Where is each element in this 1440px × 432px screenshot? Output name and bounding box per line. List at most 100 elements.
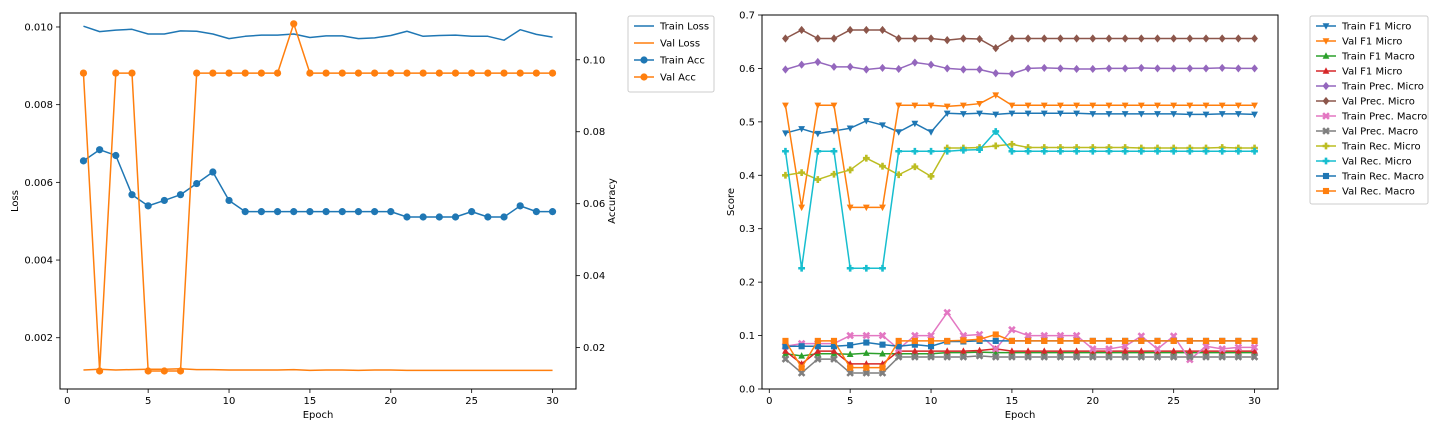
point-val-f1-micro — [1057, 102, 1064, 110]
point-train-acc — [209, 168, 217, 176]
point-val-prec-macro — [1105, 353, 1113, 361]
point-train-rec-macro — [830, 343, 838, 350]
point-val-f1-micro — [1008, 347, 1016, 354]
point-val-prec-micro — [1137, 34, 1145, 43]
point-val-prec-macro — [846, 369, 854, 377]
point-train-rec-micro — [830, 170, 838, 178]
point-val-rec-micro — [1073, 147, 1081, 155]
legend-item: Train Prec. Macro — [1316, 112, 1427, 123]
score-series-group — [781, 25, 1259, 377]
point-train-rec-micro — [992, 142, 1000, 150]
point-val-rec-micro — [976, 146, 983, 154]
y-tick-label: 0.2 — [739, 278, 755, 289]
point-val-prec-micro — [1251, 34, 1258, 43]
point-val-acc — [322, 69, 330, 77]
point-val-prec-macro — [1008, 353, 1016, 361]
legend-label: Val Rec. Macro — [1342, 187, 1415, 198]
score-y-ticks: 0.0 0.1 0.2 0.3 0.4 0.5 0.6 0.7 — [739, 11, 762, 396]
point-train-prec-macro — [1218, 345, 1226, 353]
legend-item: Val Loss — [634, 39, 700, 50]
point-val-acc — [484, 69, 492, 77]
point-val-prec-macro — [943, 353, 952, 361]
point-val-acc — [403, 69, 411, 77]
point-val-f1-micro — [1024, 347, 1032, 354]
point-train-acc — [451, 213, 460, 221]
point-train-rec-micro — [927, 172, 935, 180]
point-val-f1-micro — [1057, 347, 1064, 354]
legend-marker — [1322, 23, 1330, 30]
point-val-prec-macro — [975, 352, 984, 360]
point-train-acc — [532, 208, 540, 216]
point-val-f1-micro — [782, 102, 789, 110]
point-val-prec-micro — [1008, 34, 1016, 43]
point-train-prec-macro — [1040, 331, 1049, 340]
point-train-acc — [371, 208, 379, 216]
point-train-prec-micro — [1073, 64, 1081, 74]
point-val-rec-micro — [895, 147, 903, 155]
legend-label: Val Rec. Micro — [1342, 157, 1412, 168]
point-val-rec-micro — [830, 147, 838, 155]
point-train-rec-micro — [862, 154, 870, 162]
series-val-rec-macro — [782, 331, 1258, 371]
point-train-f1-macro — [798, 352, 806, 359]
series-train-f1-micro — [782, 110, 1258, 138]
point-val-f1-micro — [959, 347, 967, 354]
point-train-f1-micro — [1170, 111, 1178, 118]
point-train-f1-micro — [911, 120, 919, 128]
point-val-prec-micro — [879, 25, 886, 35]
point-train-prec-macro — [846, 331, 854, 340]
point-val-f1-micro — [798, 204, 806, 212]
point-val-f1-micro — [976, 100, 983, 108]
point-val-f1-micro — [911, 102, 919, 110]
point-train-prec-micro — [1154, 64, 1161, 73]
loss-x-axis-label: Epoch — [303, 410, 334, 421]
point-val-f1-micro — [846, 204, 854, 212]
point-val-prec-macro — [1169, 353, 1178, 361]
point-train-prec-macro — [1105, 345, 1113, 353]
point-val-prec-micro — [1121, 34, 1129, 43]
point-val-prec-macro — [1234, 353, 1243, 361]
point-val-f1-micro — [1234, 102, 1242, 110]
point-val-rec-macro — [960, 337, 967, 344]
legend-marker — [1322, 81, 1330, 91]
point-val-f1-micro — [1024, 102, 1032, 110]
point-val-rec-macro — [1154, 337, 1161, 344]
series-val-rec-micro — [782, 128, 1258, 272]
point-train-prec-micro — [1105, 64, 1113, 73]
point-train-prec-macro — [991, 345, 1000, 353]
point-val-rec-macro — [1073, 337, 1080, 344]
legend-marker — [1322, 142, 1330, 150]
legend-label: Train F1 Macro — [1341, 52, 1415, 63]
point-train-f1-micro — [976, 110, 983, 118]
point-val-rec-micro — [1008, 147, 1016, 155]
accuracy-y-axis-label: Accuracy — [607, 178, 618, 224]
point-val-rec-macro — [1008, 337, 1015, 344]
point-val-f1-micro — [959, 102, 967, 110]
point-val-acc — [144, 367, 152, 375]
point-val-rec-micro — [927, 147, 935, 155]
point-val-prec-macro — [797, 369, 806, 377]
point-train-prec-micro — [895, 64, 903, 74]
point-val-prec-micro — [1202, 34, 1210, 43]
point-val-f1-micro — [1105, 102, 1113, 110]
line-train-prec-micro — [785, 61, 1255, 75]
point-val-rec-macro — [976, 336, 983, 343]
point-train-prec-micro — [1251, 64, 1258, 73]
point-val-acc — [290, 20, 298, 28]
point-val-prec-micro — [992, 44, 1000, 53]
point-train-prec-micro — [1170, 64, 1178, 73]
point-val-f1-micro — [1121, 102, 1129, 110]
series-train-acc — [79, 146, 557, 221]
point-val-rec-micro — [1234, 147, 1242, 155]
point-val-rec-micro — [1057, 147, 1064, 155]
point-train-f1-micro — [1040, 110, 1048, 118]
point-train-f1-micro — [1024, 110, 1032, 118]
point-val-prec-micro — [1154, 34, 1161, 43]
point-train-acc — [338, 208, 346, 216]
point-val-acc — [209, 69, 217, 77]
point-train-acc — [225, 196, 233, 205]
line-train-rec-micro — [785, 143, 1255, 181]
legend-marker — [640, 73, 648, 81]
legend-label: Val Acc — [660, 73, 696, 84]
series-val-prec-micro — [782, 25, 1258, 53]
